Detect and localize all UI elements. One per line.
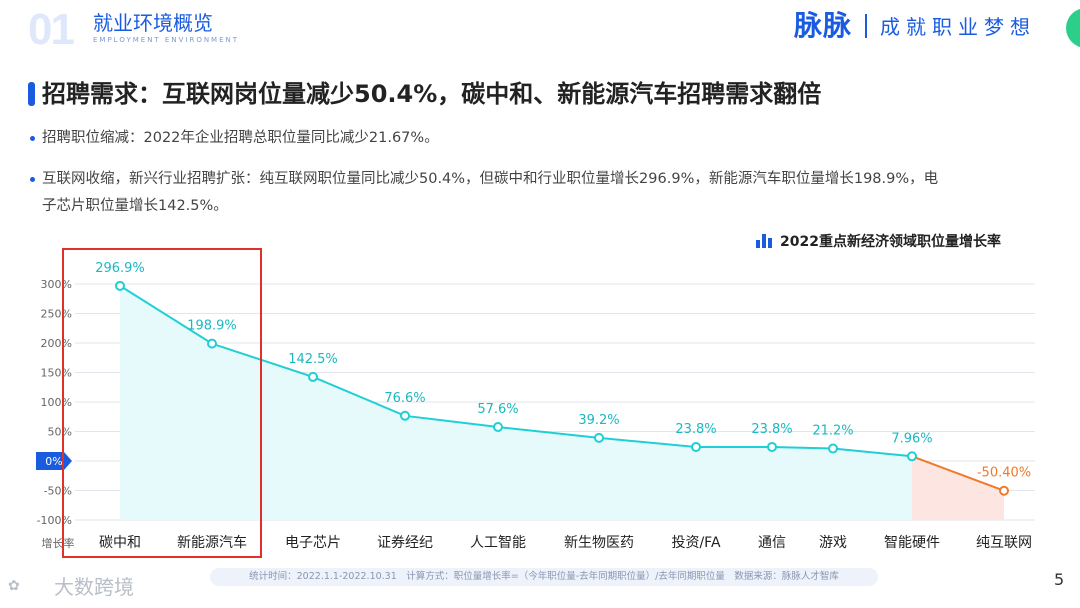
bullet-text: 招聘职位缩减：2022年企业招聘总职位量同比减少21.67%。 — [42, 130, 439, 146]
page-headline: 招聘需求：互联网岗位量减少50.4%，碳中和、新能源汽车招聘需求翻倍 — [42, 80, 822, 108]
series-line — [119, 284, 913, 458]
bullet-text: 互联网收缩，新兴行业招聘扩张：纯互联网职位量同比减少50.4%，但碳中和行业职位… — [42, 171, 939, 187]
y-tick-label: 250% — [41, 308, 72, 321]
data-point — [400, 410, 410, 421]
data-label: 23.8% — [751, 422, 792, 437]
x-tick-label: 游戏 — [819, 535, 847, 551]
x-tick-label: 纯互联网 — [976, 535, 1032, 551]
brand-logo: 脉脉 — [794, 9, 853, 42]
data-label: 198.9% — [187, 319, 237, 334]
x-tick-label: 新生物医药 — [564, 535, 634, 551]
y-tick-label: 150% — [41, 367, 72, 380]
x-tick-label: 人工智能 — [470, 535, 526, 551]
data-label: 39.2% — [578, 413, 619, 428]
data-label: 296.9% — [95, 261, 145, 276]
bullet-text-continuation: 子芯片职位量增长142.5%。 — [42, 198, 228, 214]
y-tick-label: 0% — [45, 455, 62, 468]
data-point — [493, 422, 503, 433]
data-point — [308, 371, 318, 382]
positive-area — [120, 285, 912, 520]
data-label: 76.6% — [384, 391, 425, 406]
data-point — [207, 338, 217, 349]
y-tick-label: -50% — [44, 485, 72, 498]
bullet-dot — [30, 136, 35, 141]
corner-decoration — [1066, 8, 1080, 48]
y-tick-label: 300% — [41, 278, 72, 291]
data-point — [767, 441, 777, 452]
headline-marker — [28, 82, 35, 106]
section-title: 就业环境概览 — [93, 11, 213, 35]
growth-rate-chart: -100%-50%0%50%100%150%200%250%300%增长率296… — [36, 261, 1035, 551]
footnote: 统计时间：2022.1.1-2022.10.31 计算方式：职位量增长率=（今年… — [210, 568, 878, 586]
data-point — [115, 280, 125, 291]
data-point — [691, 441, 701, 452]
x-tick-label: 碳中和 — [99, 535, 141, 551]
page-number: 5 — [1054, 570, 1065, 589]
watermark-icon: ✿ — [8, 578, 20, 594]
brand-slogan: 成就职业梦想 — [880, 15, 1036, 39]
y-tick-label: 200% — [41, 337, 72, 350]
highlight-box — [62, 248, 262, 558]
brand-divider — [865, 14, 867, 38]
x-tick-label: 证券经纪 — [377, 535, 433, 551]
x-tick-label: 电子芯片 — [285, 535, 341, 551]
bar-chart-icon — [756, 234, 774, 248]
data-label: -50.40% — [977, 466, 1031, 481]
chart-title: 2022重点新经济领域职位量增长率 — [780, 234, 1001, 250]
section-subtitle: EMPLOYMENT ENVIRONMENT — [93, 36, 240, 44]
x-tick-label: 投资/FA — [671, 535, 720, 551]
x-tick-label: 新能源汽车 — [177, 534, 247, 551]
data-label: 7.96% — [891, 431, 932, 446]
data-label: 57.6% — [477, 402, 518, 417]
data-point — [907, 451, 917, 462]
y-tick-label: 50% — [48, 426, 72, 439]
x-tick-label: 通信 — [758, 535, 786, 551]
data-point — [594, 432, 604, 443]
section-number: 01 — [28, 5, 75, 54]
negative-area — [912, 456, 1004, 520]
series-line-negative — [911, 455, 1005, 492]
data-label: 142.5% — [288, 352, 338, 367]
bullet-dot — [30, 177, 35, 182]
x-tick-label: 智能硬件 — [884, 535, 940, 551]
data-point — [828, 443, 838, 454]
data-label: 23.8% — [675, 422, 716, 437]
y-tick-label: 100% — [41, 396, 72, 409]
watermark: 大数跨境 — [54, 575, 134, 599]
data-label: 21.2% — [812, 423, 853, 438]
y-axis-label: 增长率 — [42, 536, 75, 550]
data-point — [999, 485, 1009, 496]
